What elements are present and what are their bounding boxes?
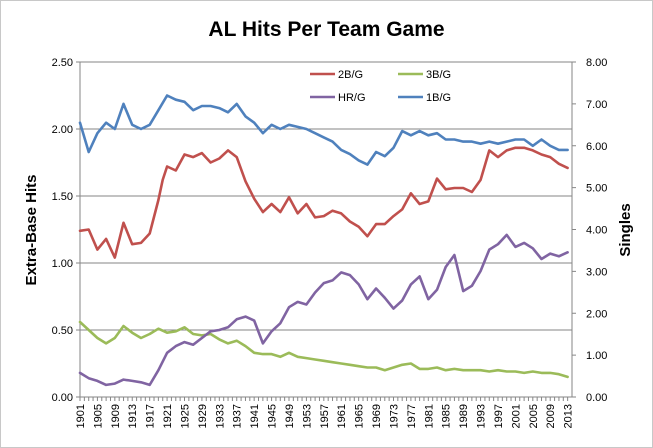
right-tick-label: 2.00 bbox=[586, 308, 607, 320]
x-tick-label: 1957 bbox=[319, 404, 331, 428]
x-tick-label: 1997 bbox=[493, 404, 505, 428]
left-tick-label: 1.00 bbox=[52, 258, 73, 270]
x-tick-label: 2009 bbox=[545, 404, 557, 428]
left-tick-label: 0.00 bbox=[52, 392, 73, 404]
legend-label: HR/G bbox=[338, 92, 366, 104]
plot-area bbox=[79, 62, 573, 398]
right-tick-label: 8.00 bbox=[586, 57, 607, 69]
x-tick-label: 1901 bbox=[75, 404, 87, 428]
x-tick-label: 2001 bbox=[510, 404, 522, 428]
x-tick-label: 1921 bbox=[162, 404, 174, 428]
left-tick-label: 1.50 bbox=[52, 191, 73, 203]
x-tick-label: 1985 bbox=[441, 404, 453, 428]
x-tick-label: 1937 bbox=[232, 404, 244, 428]
right-axis-label: Singles bbox=[617, 203, 634, 256]
series-line-2bg bbox=[78, 146, 569, 259]
x-tick-label: 1905 bbox=[92, 404, 104, 428]
right-tick-label: 7.00 bbox=[586, 99, 607, 111]
x-tick-label: 1945 bbox=[267, 404, 279, 428]
x-tick-label: 1917 bbox=[145, 404, 157, 428]
right-tick-label: 5.00 bbox=[586, 183, 607, 195]
left-axis-ticks: 0.00 0.50 1.00 1.50 2.00 2.50 bbox=[52, 57, 80, 404]
x-tick-label: 1953 bbox=[301, 404, 313, 428]
x-tick-label: 1913 bbox=[127, 404, 139, 428]
series-lines bbox=[78, 94, 569, 387]
legend-label: 3B/G bbox=[426, 69, 451, 81]
right-tick-label: 1.00 bbox=[586, 350, 607, 362]
x-tick-label: 1949 bbox=[284, 404, 296, 428]
x-tick-label: 1993 bbox=[476, 404, 488, 428]
x-tick-label: 1969 bbox=[371, 404, 383, 428]
x-tick-label: 1929 bbox=[197, 404, 209, 428]
legend-label: 2B/G bbox=[338, 69, 363, 81]
series-line-hrg bbox=[78, 233, 569, 387]
legend-label: 1B/G bbox=[426, 92, 451, 104]
chart-title: AL Hits Per Team Game bbox=[208, 18, 445, 41]
right-tick-label: 0.00 bbox=[586, 392, 607, 404]
x-tick-label: 2005 bbox=[528, 404, 540, 428]
x-tick-label: 1941 bbox=[249, 404, 261, 428]
x-tick-label: 1909 bbox=[110, 404, 122, 428]
right-tick-label: 4.00 bbox=[586, 225, 607, 237]
series-line-3bg bbox=[78, 320, 569, 379]
x-tick-label: 1981 bbox=[423, 404, 435, 428]
x-tick-label: 2013 bbox=[563, 404, 575, 428]
x-axis-ticks: 1901 1905 1909 1913 1917 1921 1925 1929 1933 1937… bbox=[75, 397, 575, 428]
gridlines bbox=[80, 61, 572, 398]
right-tick-label: 3.00 bbox=[586, 266, 607, 278]
x-tick-label: 1977 bbox=[406, 404, 418, 428]
right-tick-label: 6.00 bbox=[586, 141, 607, 153]
series-line-1bg bbox=[78, 94, 569, 166]
left-tick-label: 0.50 bbox=[52, 325, 73, 337]
left-axis-label: Extra-Base Hits bbox=[23, 175, 40, 286]
right-axis-ticks: 0.00 1.00 2.00 3.00 4.00 5.00 6.00 7.00 8.00 bbox=[572, 57, 607, 404]
x-tick-label: 1933 bbox=[214, 404, 226, 428]
legend: 2B/G 3B/G HR/G 1B/G bbox=[310, 69, 451, 104]
left-tick-label: 2.00 bbox=[52, 124, 73, 136]
x-tick-label: 1961 bbox=[336, 404, 348, 428]
x-tick-label: 1925 bbox=[179, 404, 191, 428]
x-tick-label: 1965 bbox=[354, 404, 366, 428]
x-tick-label: 1973 bbox=[388, 404, 400, 428]
left-tick-label: 2.50 bbox=[52, 57, 73, 69]
x-tick-label: 1989 bbox=[458, 404, 470, 428]
